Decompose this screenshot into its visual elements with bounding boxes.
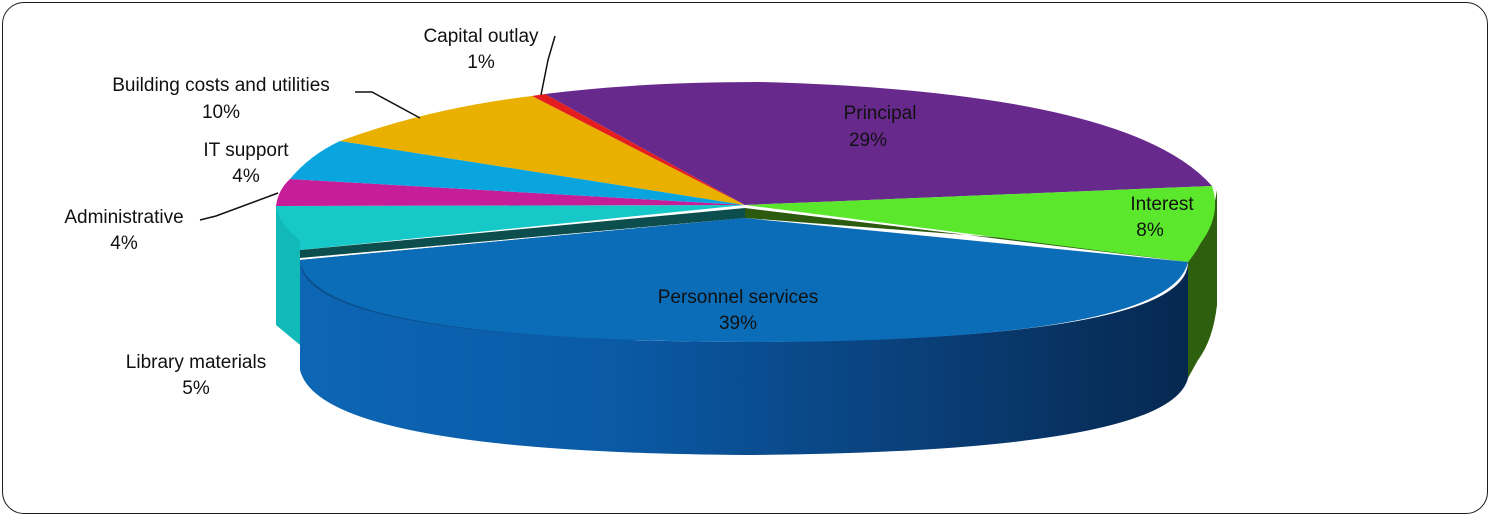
- label-library-materials-name: Library materials: [126, 352, 266, 373]
- label-it-support-name: IT support: [203, 140, 289, 161]
- label-interest-name: Interest: [1130, 194, 1194, 215]
- label-administrative-name: Administrative: [64, 207, 183, 228]
- label-principal-name: Principal: [844, 103, 917, 124]
- label-principal-value: 29%: [849, 130, 887, 151]
- slice-inner-wall-green: [745, 208, 1188, 262]
- leader-lines: [199, 35, 556, 221]
- slice-top-personnel: [300, 218, 1188, 342]
- slice-top-it-support: [290, 141, 745, 205]
- label-capital-outlay-value: 1%: [467, 52, 495, 73]
- label-it-support-value: 4%: [232, 166, 260, 187]
- leader-line-administrative: [199, 192, 279, 221]
- slice-side-personnel-outer: [300, 260, 1188, 455]
- slice-side-library-materials: [276, 205, 300, 345]
- label-building-costs-value: 10%: [202, 102, 240, 123]
- slice-top-building-costs: [340, 96, 745, 205]
- slice-top-capital-outlay: [532, 94, 745, 205]
- label-administrative-value: 4%: [110, 233, 138, 254]
- slice-side-interest: [1188, 190, 1217, 378]
- pie-top-faces: [276, 82, 1216, 342]
- slice-inner-wall-dark: [300, 208, 745, 258]
- slice-labels: Personnel services 39% Interest 8% Princ…: [64, 26, 1194, 399]
- label-personnel-services-value: 39%: [719, 313, 757, 334]
- slice-top-principal: [545, 82, 1212, 205]
- slice-top-library-materials: [276, 205, 745, 250]
- leader-line-building-costs: [355, 91, 421, 119]
- label-library-materials-value: 5%: [182, 378, 210, 399]
- slice-top-administrative: [276, 179, 745, 206]
- leader-line-capital-outlay: [540, 35, 556, 96]
- label-personnel-services-name: Personnel services: [658, 287, 819, 308]
- label-capital-outlay-name: Capital outlay: [423, 26, 539, 47]
- label-interest-value: 8%: [1136, 220, 1164, 241]
- slice-top-interest: [745, 186, 1216, 262]
- label-building-costs-name: Building costs and utilities: [112, 75, 330, 96]
